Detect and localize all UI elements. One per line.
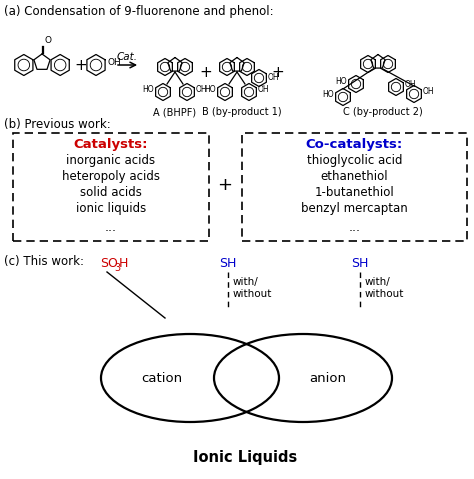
Text: OH: OH — [196, 84, 208, 93]
Text: with/
without: with/ without — [365, 277, 404, 298]
Text: Cat.: Cat. — [117, 52, 137, 62]
Text: SH: SH — [219, 257, 237, 270]
Text: Ionic Liquids: Ionic Liquids — [193, 450, 297, 465]
Text: (b) Previous work:: (b) Previous work: — [4, 118, 111, 131]
Text: +: + — [74, 57, 87, 72]
Text: inorganic acids: inorganic acids — [66, 154, 155, 167]
Text: (a) Condensation of 9-fluorenone and phenol:: (a) Condensation of 9-fluorenone and phe… — [4, 5, 273, 18]
Text: OH: OH — [405, 80, 417, 89]
Text: OH: OH — [423, 87, 435, 95]
Text: heteropoly acids: heteropoly acids — [62, 170, 160, 183]
Text: +: + — [272, 65, 284, 80]
Text: 3: 3 — [114, 263, 120, 273]
Text: +: + — [218, 176, 233, 194]
Text: O: O — [45, 36, 52, 46]
Text: OH: OH — [268, 72, 280, 81]
Text: SO: SO — [100, 257, 118, 270]
Text: ionic liquids: ionic liquids — [76, 202, 146, 215]
Text: Co-catalysts:: Co-catalysts: — [306, 138, 403, 151]
Text: ...: ... — [348, 221, 361, 234]
FancyBboxPatch shape — [242, 133, 467, 241]
Text: +: + — [200, 65, 212, 80]
Text: HO: HO — [204, 84, 216, 93]
Text: anion: anion — [310, 372, 346, 385]
Text: B (by-product 1): B (by-product 1) — [202, 107, 282, 117]
Text: HO: HO — [142, 84, 154, 93]
Text: SH: SH — [351, 257, 369, 270]
Text: HO: HO — [322, 90, 334, 99]
Text: with/
without: with/ without — [233, 277, 273, 298]
Text: H: H — [119, 257, 128, 270]
Text: OH: OH — [258, 84, 270, 93]
Text: 1-butanethiol: 1-butanethiol — [315, 186, 394, 199]
Text: A (BHPF): A (BHPF) — [154, 107, 197, 117]
Text: thioglycolic acid: thioglycolic acid — [307, 154, 402, 167]
Text: benzyl mercaptan: benzyl mercaptan — [301, 202, 408, 215]
Text: HO: HO — [336, 77, 347, 85]
Text: OH: OH — [108, 57, 121, 67]
Text: C (by-product 2): C (by-product 2) — [343, 107, 423, 117]
Text: Catalysts:: Catalysts: — [74, 138, 148, 151]
Text: ethanethiol: ethanethiol — [321, 170, 388, 183]
Text: solid acids: solid acids — [80, 186, 142, 199]
Text: cation: cation — [141, 372, 182, 385]
FancyBboxPatch shape — [13, 133, 209, 241]
Text: (c) This work:: (c) This work: — [4, 255, 84, 268]
Text: ...: ... — [105, 221, 117, 234]
